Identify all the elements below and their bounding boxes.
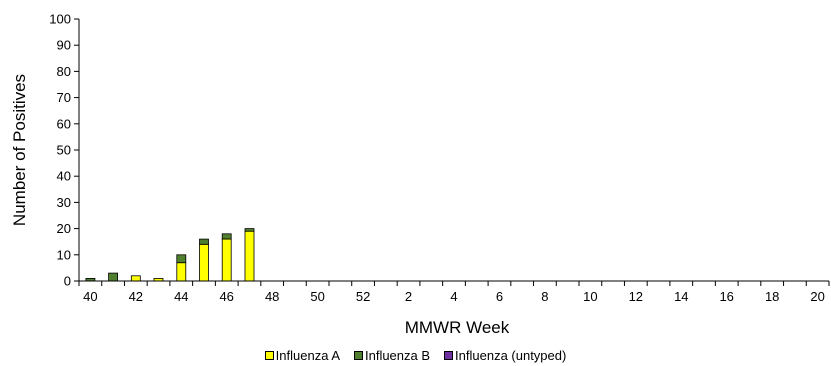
y-tick-label-0: 0 (64, 274, 71, 289)
x-tick-label-48: 48 (265, 289, 279, 304)
y-tick-label-20: 20 (57, 221, 71, 236)
bar-influenza-b-week-45 (199, 238, 209, 245)
y-tick-label-90: 90 (57, 38, 71, 53)
x-axis-title: MMWR Week (405, 318, 510, 337)
bar-influenza-b-week-46 (221, 233, 232, 240)
x-tick-label-20: 20 (810, 289, 824, 304)
x-tick-label-46: 46 (219, 289, 233, 304)
bar-influenza-a-week-44 (176, 262, 187, 282)
y-tick-label-40: 40 (57, 169, 71, 184)
bar-influenza-b-week-44 (176, 254, 187, 264)
bar-influenza-b-week-47 (244, 228, 255, 232)
x-tick-label-52: 52 (356, 289, 370, 304)
y-tick-label-30: 30 (57, 195, 71, 210)
bar-influenza-a-week-45 (199, 243, 209, 282)
legend-label-influenza-a: Influenza A (275, 347, 340, 363)
x-tick-label-10: 10 (583, 289, 597, 304)
x-tick-label-16: 16 (719, 289, 733, 304)
bar-influenza-a-week-42 (130, 275, 141, 282)
x-tick-label-44: 44 (174, 289, 188, 304)
legend-item-influenza-untyped: Influenza (untyped) (444, 348, 566, 363)
y-tick-label-10: 10 (57, 247, 71, 262)
y-tick-label-80: 80 (57, 64, 71, 79)
y-tick-label-60: 60 (57, 116, 71, 131)
x-tick-label-12: 12 (629, 289, 643, 304)
y-tick-label-70: 70 (57, 90, 71, 105)
legend-item-influenza-a: Influenza A (264, 347, 340, 363)
bar-influenza-a-week-46 (221, 238, 232, 282)
x-tick-label-14: 14 (674, 289, 688, 304)
y-tick-label-100: 100 (49, 12, 71, 27)
x-tick-label-40: 40 (83, 289, 97, 304)
x-tick-label-2: 2 (405, 289, 412, 304)
y-tick-label-50: 50 (57, 143, 71, 158)
bar-influenza-a-week-47 (244, 230, 255, 282)
legend-swatch-influenza-untyped (444, 350, 454, 360)
x-tick-label-42: 42 (129, 289, 143, 304)
x-tick-label-4: 4 (450, 289, 457, 304)
legend-swatch-influenza-a (264, 350, 274, 360)
x-tick-label-6: 6 (496, 289, 503, 304)
legend: Influenza A Influenza B Influenza (untyp… (0, 345, 831, 365)
bar-influenza-b-week-41 (108, 272, 118, 282)
legend-label-influenza-untyped: Influenza (untyped) (455, 347, 567, 363)
legend-swatch-influenza-b (353, 350, 363, 360)
legend-item-influenza-b: Influenza B (353, 347, 431, 363)
legend-label-influenza-b: Influenza B (364, 347, 431, 363)
x-tick-label-8: 8 (541, 289, 548, 304)
bars-group (85, 228, 255, 282)
x-tick-label-18: 18 (765, 289, 779, 304)
x-tick-label-50: 50 (310, 289, 324, 304)
y-axis-title: Number of Positives (10, 74, 29, 226)
